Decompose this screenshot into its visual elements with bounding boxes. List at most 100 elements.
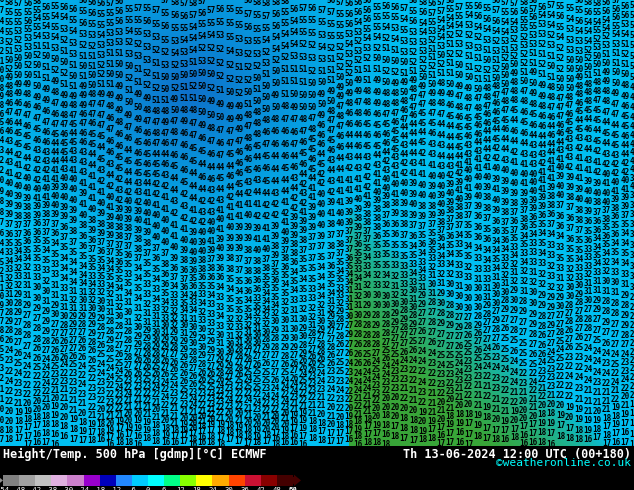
- Text: 33: 33: [372, 281, 381, 290]
- Text: 24: 24: [188, 395, 198, 404]
- Text: 40: 40: [198, 247, 207, 256]
- Text: 31: 31: [0, 284, 4, 293]
- Text: 42: 42: [620, 159, 630, 168]
- Text: 55: 55: [280, 8, 290, 17]
- Text: 22: 22: [78, 371, 87, 380]
- Text: 26: 26: [344, 349, 354, 358]
- Text: 37: 37: [574, 226, 583, 235]
- Text: 48: 48: [4, 91, 14, 99]
- Text: 39: 39: [326, 198, 335, 207]
- Text: 55: 55: [143, 4, 152, 13]
- Text: 21: 21: [115, 411, 124, 420]
- Text: 34: 34: [133, 294, 143, 303]
- Text: 34: 34: [620, 229, 630, 238]
- Text: 47: 47: [289, 140, 299, 149]
- Text: 24: 24: [280, 383, 290, 392]
- Text: 44: 44: [69, 129, 78, 138]
- Text: 35: 35: [225, 295, 235, 304]
- Text: 41: 41: [344, 175, 354, 185]
- Text: 35: 35: [23, 245, 32, 255]
- Text: 37: 37: [243, 257, 253, 266]
- Text: 25: 25: [253, 367, 262, 376]
- Text: 40: 40: [473, 173, 482, 182]
- Text: 44: 44: [620, 141, 630, 150]
- Text: 28: 28: [235, 351, 243, 361]
- Text: 18: 18: [152, 437, 161, 445]
- Text: 27: 27: [473, 338, 482, 346]
- Text: 34: 34: [611, 258, 620, 267]
- Text: 30: 30: [446, 280, 455, 289]
- Text: 32: 32: [280, 297, 290, 307]
- Text: 23: 23: [335, 395, 345, 404]
- Text: 56: 56: [344, 0, 354, 8]
- Text: 48: 48: [4, 82, 14, 91]
- Text: 22: 22: [556, 363, 565, 371]
- Text: 41: 41: [455, 161, 464, 170]
- Text: 54: 54: [124, 27, 133, 36]
- Text: 31: 31: [482, 284, 491, 293]
- Text: 35: 35: [399, 252, 409, 261]
- Text: 52: 52: [583, 54, 593, 63]
- Text: 39: 39: [565, 183, 574, 192]
- Text: 40: 40: [51, 192, 60, 201]
- Text: 40: 40: [399, 179, 409, 188]
- Text: 32: 32: [235, 315, 243, 324]
- Text: 30: 30: [565, 283, 574, 292]
- Text: 39: 39: [436, 191, 446, 200]
- Text: 37: 37: [87, 245, 96, 254]
- Text: 51: 51: [446, 40, 455, 49]
- Text: 40: 40: [335, 209, 345, 218]
- Text: 55: 55: [225, 19, 235, 28]
- Text: 32: 32: [69, 295, 78, 305]
- Text: 47: 47: [96, 122, 106, 130]
- Text: 22: 22: [436, 389, 446, 398]
- Text: 25: 25: [556, 337, 565, 346]
- Text: 18: 18: [253, 439, 262, 447]
- Text: 17: 17: [528, 420, 538, 429]
- Text: 33: 33: [611, 268, 620, 277]
- Text: 35: 35: [602, 223, 611, 232]
- Text: 39: 39: [630, 174, 634, 183]
- Text: 25: 25: [32, 363, 41, 372]
- Text: 25: 25: [519, 349, 528, 358]
- Text: 56: 56: [510, 8, 519, 18]
- Text: 43: 43: [32, 146, 41, 155]
- Text: 52: 52: [207, 84, 216, 93]
- Text: 39: 39: [188, 257, 198, 266]
- Text: 18: 18: [87, 437, 96, 445]
- Text: 50: 50: [198, 108, 207, 117]
- Text: 27: 27: [0, 318, 4, 326]
- Text: 29: 29: [418, 291, 427, 300]
- Text: 21: 21: [14, 399, 23, 408]
- Text: 42: 42: [262, 200, 271, 210]
- Text: 44: 44: [188, 170, 198, 178]
- Text: 18: 18: [391, 432, 399, 441]
- Text: 30: 30: [381, 292, 391, 300]
- Text: 46: 46: [630, 131, 634, 140]
- Text: 20: 20: [519, 397, 528, 406]
- Text: 54: 54: [354, 18, 363, 27]
- Text: 50: 50: [207, 111, 216, 120]
- Text: 42: 42: [491, 144, 501, 153]
- Text: 57: 57: [0, 6, 4, 15]
- Text: 16: 16: [106, 440, 115, 449]
- Text: 45: 45: [565, 118, 574, 127]
- Text: 21: 21: [427, 389, 436, 398]
- Text: 48: 48: [510, 78, 519, 87]
- Text: 38: 38: [446, 206, 455, 215]
- Text: 20: 20: [326, 420, 335, 429]
- Text: 42: 42: [124, 188, 133, 196]
- Text: 53: 53: [106, 39, 115, 49]
- Text: 31: 31: [354, 301, 363, 310]
- Text: 53: 53: [317, 55, 327, 64]
- Text: 50: 50: [14, 71, 23, 80]
- Text: 21: 21: [501, 407, 510, 416]
- Text: 39: 39: [69, 206, 78, 215]
- Text: 33: 33: [620, 270, 630, 279]
- Text: 22: 22: [23, 371, 32, 380]
- Text: 29: 29: [32, 304, 41, 313]
- Text: 32: 32: [115, 303, 124, 312]
- Text: 24: 24: [60, 361, 69, 369]
- Text: 52: 52: [96, 71, 106, 79]
- Text: 46: 46: [14, 99, 23, 108]
